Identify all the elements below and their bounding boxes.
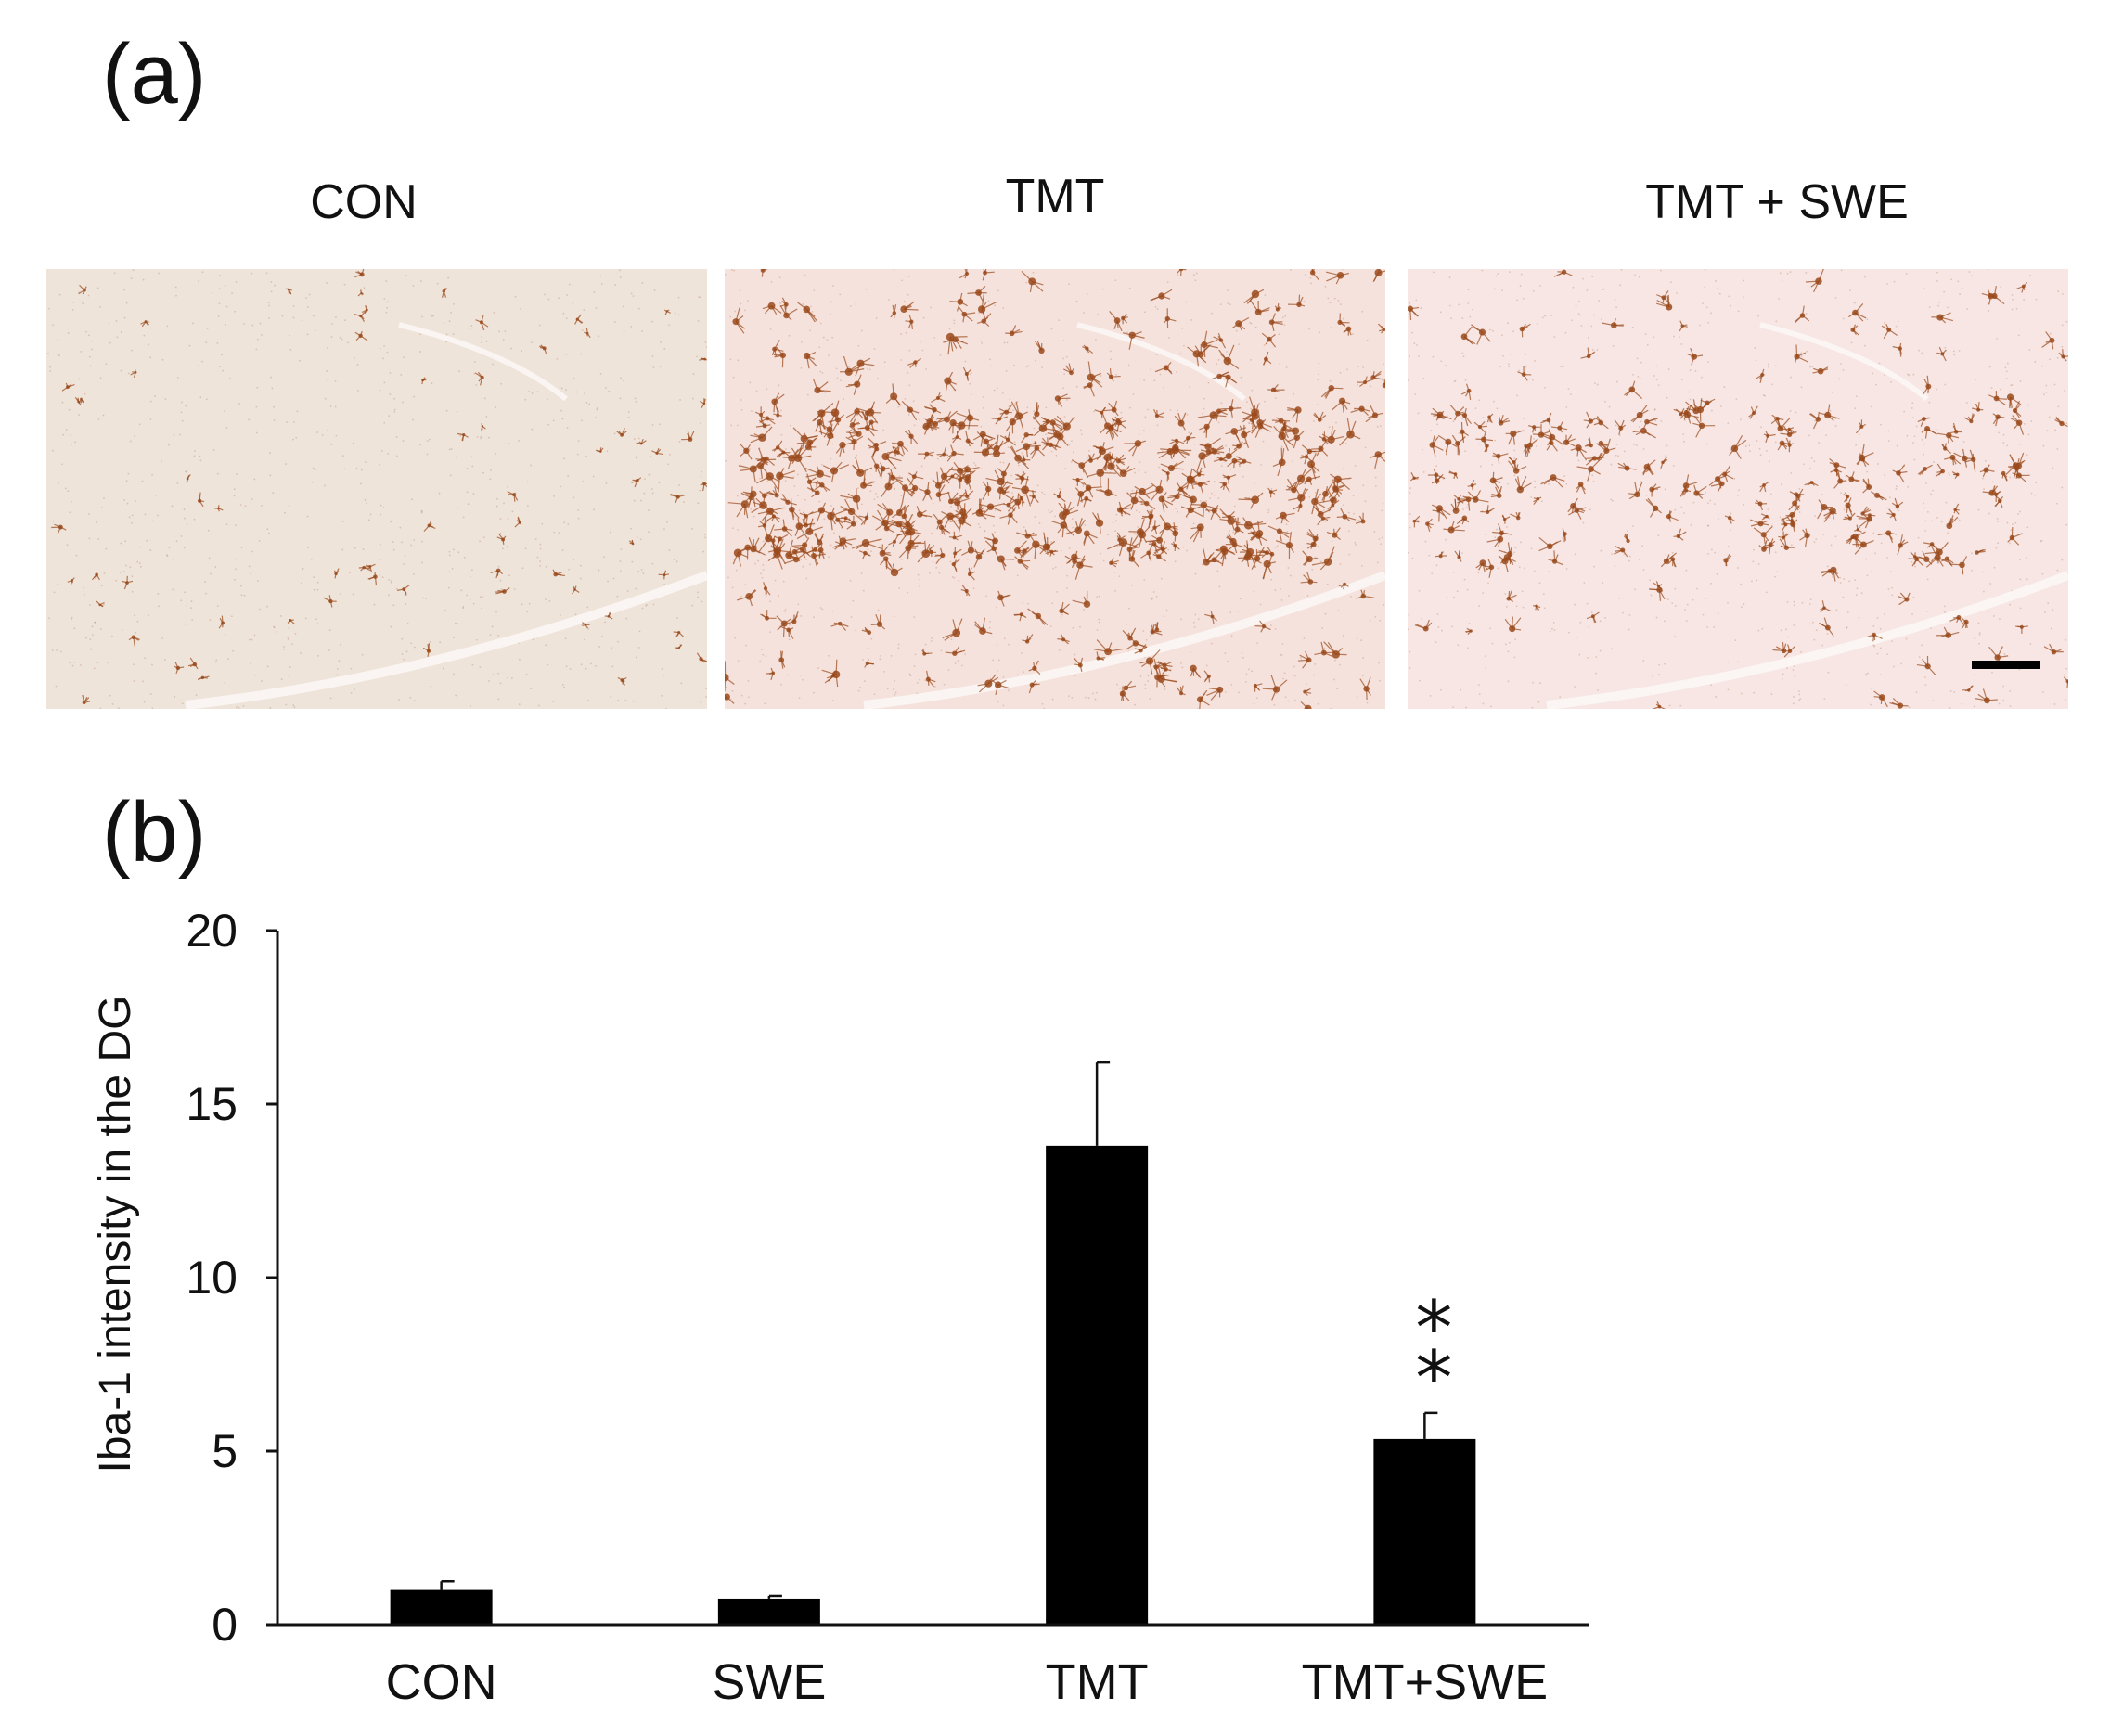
panel-b-label: (b) <box>102 785 207 880</box>
y-axis: 0 5 10 15 20 <box>186 905 277 1651</box>
image-label-tmt: TMT <box>1005 170 1105 224</box>
bar-con <box>390 1589 493 1625</box>
y-tick-label: 15 <box>186 1078 238 1130</box>
bar-tmt <box>1046 1145 1149 1625</box>
bars: ** <box>390 1061 1476 1625</box>
y-tick-label: 20 <box>186 905 238 957</box>
image-label-tmt-swe: TMT + SWE <box>1645 175 1909 229</box>
bar-chart: Iba-1 intensity in the DG 0 5 10 15 20 ** CO… <box>91 905 1589 1710</box>
bar-tmt-swe <box>1373 1438 1476 1625</box>
significance-star: * <box>1415 1335 1452 1421</box>
panel-a-label: (a) <box>102 27 207 122</box>
y-tick-label: 10 <box>186 1252 238 1304</box>
y-tick-label: 0 <box>212 1599 238 1651</box>
x-axis-labels: CON SWE TMT TMT+SWE <box>386 1654 1549 1710</box>
image-label-con: CON <box>310 175 418 229</box>
significance-star: * <box>1415 1285 1452 1371</box>
micrograph-tmt-swe <box>1408 269 2068 709</box>
bar-swe <box>717 1598 820 1625</box>
scale-bar <box>1972 661 2040 669</box>
x-tick-label: TMT+SWE <box>1302 1654 1549 1710</box>
micrograph-con <box>46 269 707 709</box>
y-axis-title: Iba-1 intensity in the DG <box>91 996 140 1473</box>
micrograph-tmt <box>725 269 1385 709</box>
x-tick-label: CON <box>386 1654 497 1710</box>
y-tick-label: 5 <box>212 1425 238 1477</box>
x-tick-label: SWE <box>712 1654 826 1710</box>
x-tick-label: TMT <box>1046 1654 1149 1710</box>
